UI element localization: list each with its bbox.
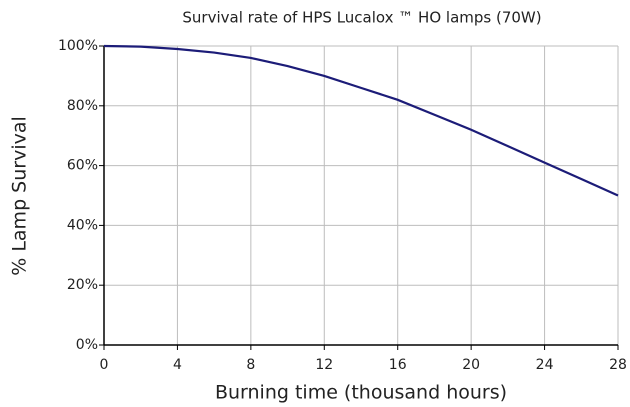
y-tick-label: 0%	[76, 337, 98, 353]
x-tick-label: 4	[173, 357, 182, 373]
x-axis-label: Burning time (thousand hours)	[215, 382, 507, 404]
y-tick-label: 60%	[67, 158, 98, 174]
x-tick-label: 8	[246, 357, 255, 373]
x-tick-label: 0	[100, 357, 109, 373]
y-axis-label: % Lamp Survival	[9, 116, 31, 276]
y-tick-label: 40%	[67, 217, 98, 233]
x-tick-label: 16	[389, 357, 407, 373]
y-tick-label: 80%	[67, 98, 98, 114]
x-tick-label: 20	[462, 357, 480, 373]
y-tick-label: 20%	[67, 277, 98, 293]
x-tick-label: 28	[609, 357, 627, 373]
x-tick-label: 12	[315, 357, 333, 373]
chart-title: Survival rate of HPS Lucalox ™ HO lamps …	[182, 9, 541, 27]
survival-line	[103, 44, 619, 197]
x-tick-label: 24	[536, 357, 554, 373]
y-tick-label: 100%	[58, 38, 98, 54]
